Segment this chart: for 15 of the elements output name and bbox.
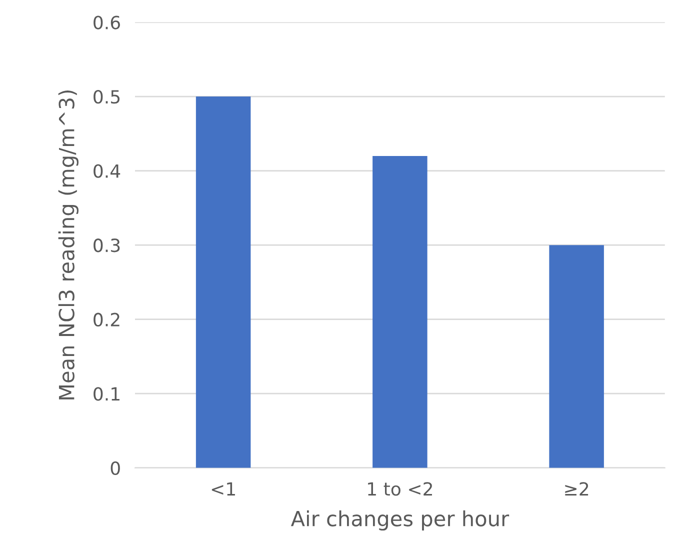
y-axis-title: Mean NCl3 reading (mg/m^3) [58, 90, 79, 400]
y-tick-label: 0 [110, 461, 120, 475]
bar [372, 156, 428, 468]
x-tick-label: ≥2 [565, 482, 588, 496]
y-tick-label: 0.5 [94, 90, 120, 104]
x-tick-label: 1 to <2 [368, 482, 432, 496]
y-tick-label: 0.1 [94, 387, 120, 401]
bar [196, 96, 251, 468]
y-tick-label: 0.3 [94, 238, 120, 252]
y-tick-label: 0.4 [94, 164, 120, 178]
y-tick-label: 0.2 [94, 312, 120, 326]
y-tick-label: 0.6 [94, 16, 120, 30]
bar [549, 245, 604, 468]
x-tick-label: <1 [212, 482, 235, 496]
x-axis-title: Air changes per hour [290, 510, 510, 531]
